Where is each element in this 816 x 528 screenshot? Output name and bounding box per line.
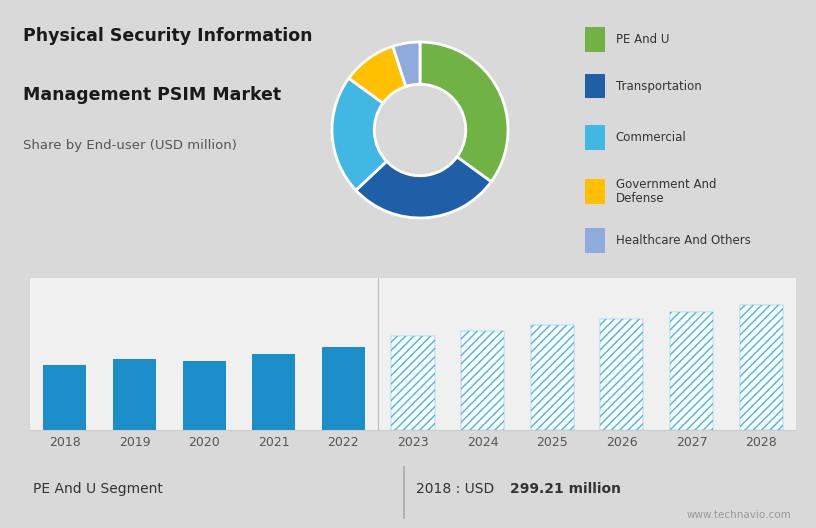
Bar — [601, 318, 644, 430]
Text: Transportation: Transportation — [616, 80, 702, 92]
Bar — [113, 359, 156, 430]
Bar — [461, 331, 504, 430]
Wedge shape — [392, 42, 420, 87]
Text: 2018 : USD: 2018 : USD — [416, 482, 499, 496]
Text: PE And U Segment: PE And U Segment — [33, 482, 162, 496]
Bar — [43, 365, 86, 430]
Bar — [585, 179, 605, 204]
Text: Physical Security Information: Physical Security Information — [23, 27, 313, 45]
Wedge shape — [420, 42, 508, 182]
Bar — [739, 305, 783, 430]
Bar — [322, 346, 365, 430]
Text: 299.21 million: 299.21 million — [510, 482, 621, 496]
Text: Government And
Defense: Government And Defense — [616, 177, 716, 205]
Bar — [585, 125, 605, 150]
Wedge shape — [348, 46, 406, 103]
Bar — [392, 336, 435, 430]
Bar — [585, 74, 605, 98]
Bar — [252, 354, 295, 430]
Bar — [530, 325, 574, 430]
Bar — [670, 312, 713, 430]
Text: Healthcare And Others: Healthcare And Others — [616, 234, 751, 247]
Wedge shape — [332, 78, 387, 190]
Text: Share by End-user (USD million): Share by End-user (USD million) — [23, 139, 237, 153]
Text: www.technavio.com: www.technavio.com — [687, 510, 792, 520]
Bar — [183, 361, 226, 430]
Text: Commercial: Commercial — [616, 131, 686, 144]
Wedge shape — [356, 157, 491, 218]
Bar — [585, 228, 605, 253]
Text: PE And U: PE And U — [616, 33, 669, 46]
Bar — [585, 27, 605, 52]
Text: Management PSIM Market: Management PSIM Market — [23, 86, 282, 104]
